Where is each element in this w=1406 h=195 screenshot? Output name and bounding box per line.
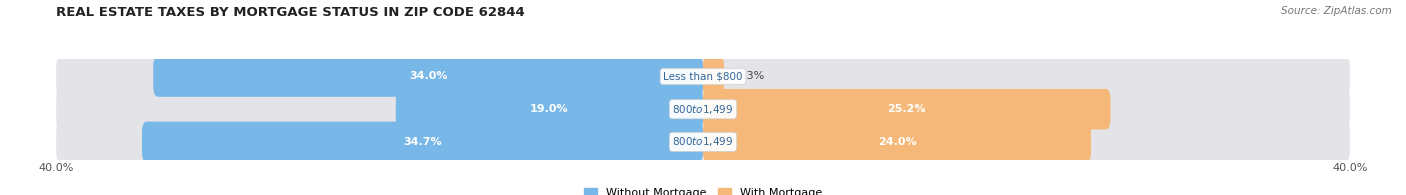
FancyBboxPatch shape bbox=[153, 56, 703, 97]
Text: Less than $800: Less than $800 bbox=[664, 72, 742, 82]
FancyBboxPatch shape bbox=[396, 89, 703, 129]
Text: 34.7%: 34.7% bbox=[404, 137, 441, 147]
Text: REAL ESTATE TAXES BY MORTGAGE STATUS IN ZIP CODE 62844: REAL ESTATE TAXES BY MORTGAGE STATUS IN … bbox=[56, 6, 524, 19]
Text: 34.0%: 34.0% bbox=[409, 72, 447, 82]
FancyBboxPatch shape bbox=[56, 56, 1350, 97]
Text: 25.2%: 25.2% bbox=[887, 104, 927, 114]
FancyBboxPatch shape bbox=[56, 89, 1350, 129]
FancyBboxPatch shape bbox=[56, 122, 1350, 162]
FancyBboxPatch shape bbox=[142, 122, 703, 162]
FancyBboxPatch shape bbox=[703, 56, 724, 97]
FancyBboxPatch shape bbox=[703, 89, 1111, 129]
Text: $800 to $1,499: $800 to $1,499 bbox=[672, 103, 734, 116]
Text: 24.0%: 24.0% bbox=[877, 137, 917, 147]
Text: $800 to $1,499: $800 to $1,499 bbox=[672, 135, 734, 148]
Legend: Without Mortgage, With Mortgage: Without Mortgage, With Mortgage bbox=[583, 188, 823, 195]
Text: 1.3%: 1.3% bbox=[737, 72, 765, 82]
Text: 19.0%: 19.0% bbox=[530, 104, 568, 114]
Text: Source: ZipAtlas.com: Source: ZipAtlas.com bbox=[1281, 6, 1392, 16]
FancyBboxPatch shape bbox=[703, 122, 1091, 162]
